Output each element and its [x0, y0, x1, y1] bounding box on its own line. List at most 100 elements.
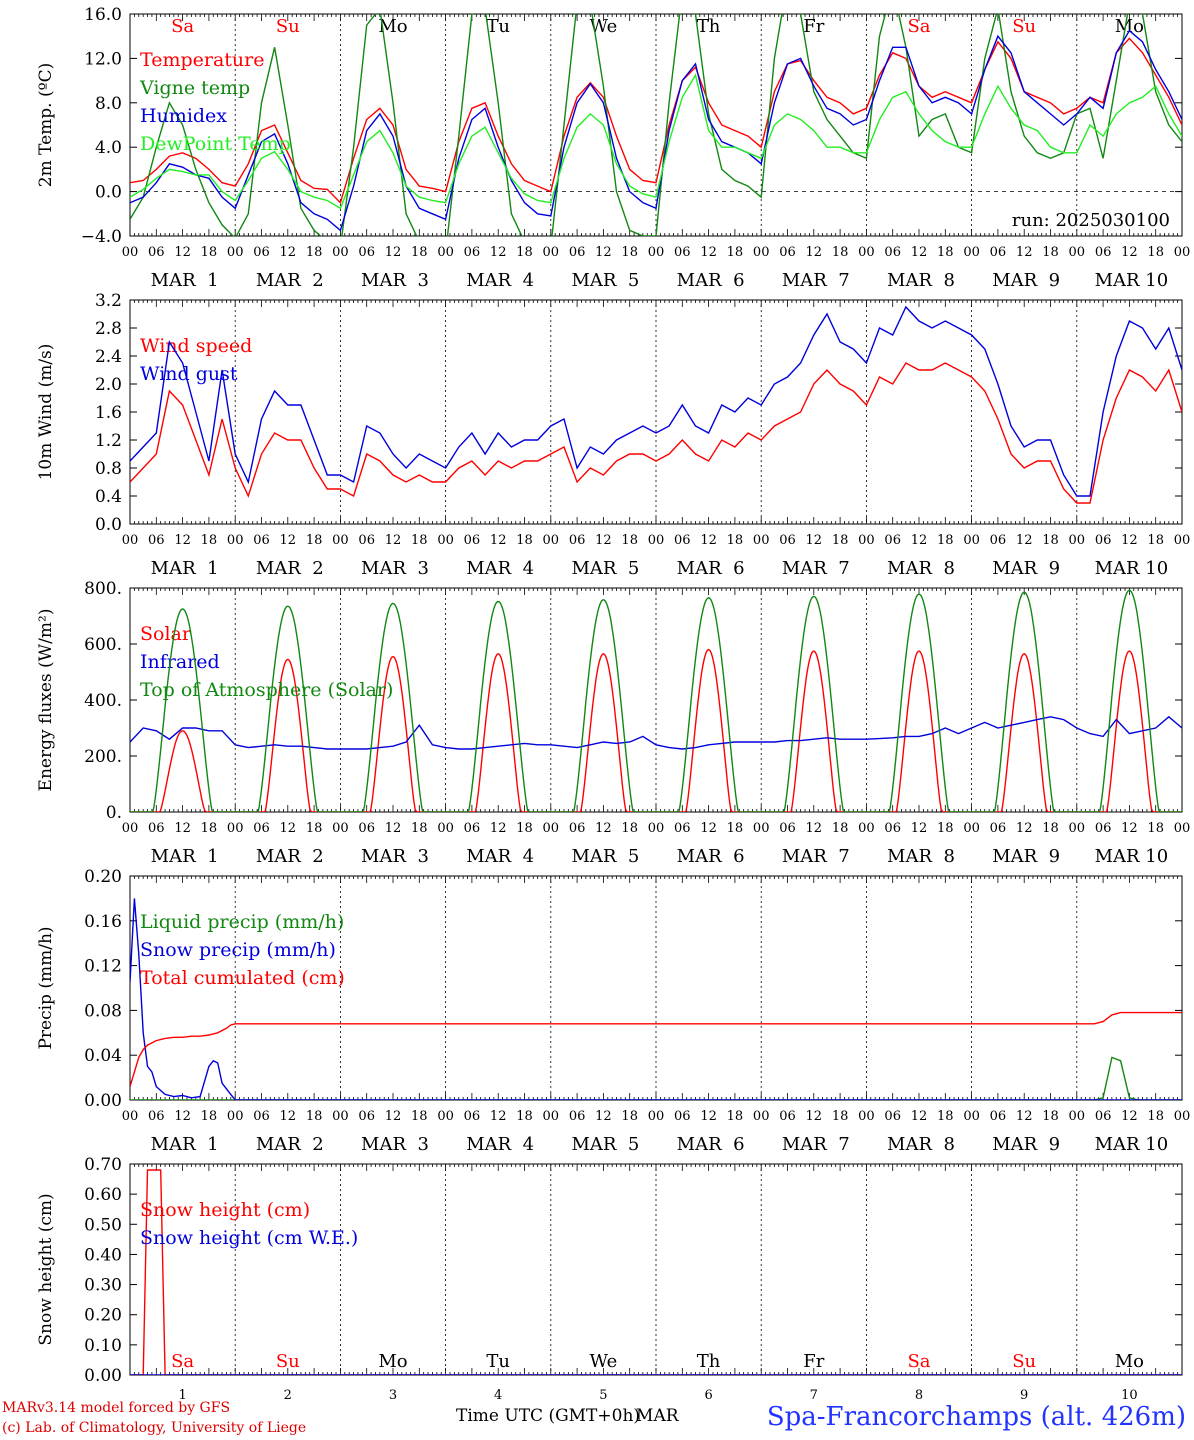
legend-entry: Wind gust	[140, 363, 238, 385]
hour-tick-label: 18	[201, 245, 218, 260]
day-label: MAR 4	[466, 558, 534, 579]
hour-tick-label: 00	[122, 245, 139, 260]
day-label: MAR 5	[571, 846, 639, 867]
y-tick-label: 0.20	[84, 1306, 122, 1326]
day-label: MAR 1	[151, 558, 219, 579]
legend-entry: Vigne temp	[139, 77, 250, 99]
credit-model: MARv3.14 model forced by GFS	[2, 1400, 231, 1416]
hour-tick-label: 12	[1016, 1109, 1033, 1124]
hour-tick-label: 00	[227, 821, 244, 836]
y-tick-label: 2.8	[95, 319, 122, 339]
hour-tick-label: 12	[490, 533, 507, 548]
day-label: MAR 6	[677, 1134, 745, 1155]
hour-tick-label: 00	[227, 1109, 244, 1124]
hour-tick-label: 18	[727, 533, 744, 548]
hour-tick-label: 12	[700, 821, 717, 836]
weekday-label: Sa	[171, 1351, 194, 1372]
hour-tick-label: 12	[174, 821, 191, 836]
hour-tick-label: 18	[306, 533, 323, 548]
y-tick-label: 0.4	[95, 487, 122, 507]
day-number-label: 4	[494, 1388, 502, 1403]
hour-tick-label: 06	[464, 821, 481, 836]
hour-tick-label: 00	[963, 245, 980, 260]
day-label: MAR 6	[677, 846, 745, 867]
weekday-label: Su	[1012, 16, 1036, 37]
hour-tick-label: 06	[148, 245, 165, 260]
day-label: MAR 3	[361, 846, 429, 867]
hour-tick-label: 00	[753, 1109, 770, 1124]
weekday-label: Mo	[1115, 1351, 1144, 1372]
legend-entry: Wind speed	[140, 335, 252, 357]
hour-tick-label: 00	[753, 245, 770, 260]
day-label: MAR 10	[1095, 558, 1169, 579]
day-label: MAR 3	[361, 270, 429, 291]
hour-tick-label: 18	[1147, 245, 1164, 260]
day-label: MAR 9	[992, 1134, 1060, 1155]
hour-tick-label: 18	[1147, 533, 1164, 548]
hour-tick-label: 18	[1042, 1109, 1059, 1124]
y-tick-label: 0.70	[84, 1155, 122, 1175]
hour-tick-label: 18	[306, 1109, 323, 1124]
y-tick-label: 0.00	[84, 1366, 122, 1386]
hour-tick-label: 18	[516, 821, 533, 836]
day-label: MAR 7	[782, 1134, 850, 1155]
hour-tick-label: 18	[621, 821, 638, 836]
day-label: MAR 9	[992, 558, 1060, 579]
hour-tick-label: 00	[437, 533, 454, 548]
series-line	[130, 14, 1182, 236]
legend-entry: Liquid precip (mm/h)	[140, 911, 344, 933]
y-tick-label: 0.60	[84, 1185, 122, 1205]
legend-entry: DewPoint Temp	[140, 133, 291, 155]
y-axis-label: Precip (mm/h)	[36, 926, 56, 1049]
hour-tick-label: 12	[280, 1109, 297, 1124]
hour-tick-label: 00	[1069, 245, 1086, 260]
hour-tick-label: 00	[648, 533, 665, 548]
series-line	[130, 648, 1182, 812]
day-label: MAR 8	[887, 558, 955, 579]
y-tick-label: 16.0	[84, 5, 122, 25]
y-axis-label: Energy fluxes (W/m²)	[36, 609, 56, 792]
hour-tick-label: 06	[148, 1109, 165, 1124]
hour-tick-label: 12	[1016, 533, 1033, 548]
legend-entry: Snow height (cm)	[140, 1199, 310, 1221]
weekday-label: Su	[276, 16, 300, 37]
hour-tick-label: 00	[437, 821, 454, 836]
y-tick-label: 1.6	[95, 403, 122, 423]
hour-tick-label: 06	[779, 1109, 796, 1124]
day-number-label: 6	[704, 1388, 712, 1403]
day-label: MAR 1	[151, 270, 219, 291]
hour-tick-label: 00	[227, 533, 244, 548]
day-label: MAR 5	[571, 1134, 639, 1155]
hour-tick-label: 06	[674, 1109, 691, 1124]
hour-tick-label: 06	[358, 245, 375, 260]
day-label: MAR 2	[256, 558, 324, 579]
hour-tick-label: 18	[306, 821, 323, 836]
hour-tick-label: 18	[937, 1109, 954, 1124]
hour-tick-label: 18	[1042, 821, 1059, 836]
hour-tick-label: 12	[806, 245, 823, 260]
hour-tick-label: 06	[779, 245, 796, 260]
hour-tick-label: 00	[753, 533, 770, 548]
day-number-label: 3	[389, 1388, 397, 1403]
y-tick-label: 0.8	[95, 459, 122, 479]
x-axis-title-text: Time UTC (GMT+0h)	[456, 1406, 641, 1426]
hour-tick-label: 18	[621, 245, 638, 260]
hour-tick-label: 00	[543, 533, 560, 548]
y-tick-label: 600.	[84, 635, 122, 655]
day-number-label: 10	[1121, 1388, 1138, 1403]
day-label: MAR 4	[466, 1134, 534, 1155]
day-number-label: 9	[1020, 1388, 1028, 1403]
hour-tick-label: 06	[779, 533, 796, 548]
hour-tick-label: 12	[700, 533, 717, 548]
hour-tick-label: 00	[332, 821, 349, 836]
y-tick-label: 0.20	[84, 867, 122, 887]
hour-tick-label: 00	[332, 1109, 349, 1124]
hour-tick-label: 12	[174, 245, 191, 260]
hour-tick-label: 00	[1069, 533, 1086, 548]
hour-tick-label: 18	[621, 533, 638, 548]
hour-tick-label: 06	[464, 245, 481, 260]
run-label: run: 2025030100	[1012, 210, 1170, 231]
hour-tick-label: 18	[727, 245, 744, 260]
hour-tick-label: 06	[358, 1109, 375, 1124]
